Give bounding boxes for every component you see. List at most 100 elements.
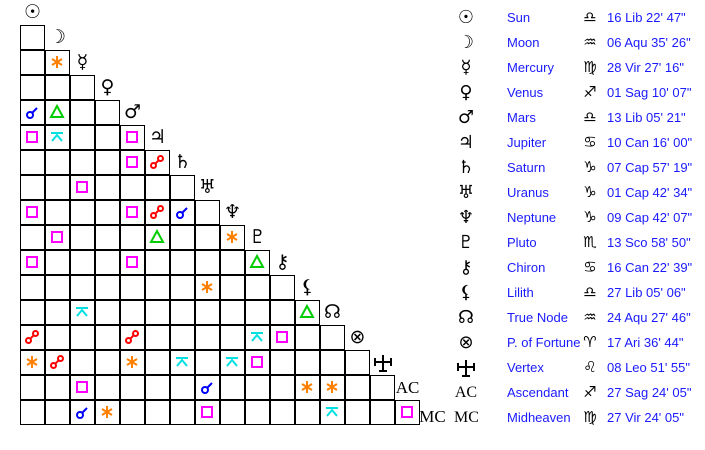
grid-mercury-icon: ☿︎ xyxy=(76,51,89,73)
planet-row: ☉︎ Sun ♎︎ 16 Lib 22' 47" xyxy=(450,5,705,30)
aspect-cell xyxy=(69,174,95,200)
aspect-cell xyxy=(319,349,345,375)
aspect-cell xyxy=(44,399,70,425)
virgo-icon: ♍︎ xyxy=(583,58,597,76)
aspect-cell xyxy=(19,299,45,325)
grid-mars-icon: ♂︎ xyxy=(123,101,142,123)
uranus-icon: ♅︎ xyxy=(457,182,475,203)
aspect-cell xyxy=(19,249,45,275)
aspect-cell xyxy=(144,199,170,225)
planet-name: True Node xyxy=(507,310,568,325)
sextile-icon xyxy=(301,381,313,393)
planet-row: ☿︎ Mercury ♍︎ 28 Vir 27' 16" xyxy=(450,55,705,80)
aspect-cell xyxy=(44,249,70,275)
aspect-cell xyxy=(244,374,270,400)
planet-position: 06 Aqu 35' 26" xyxy=(607,35,691,50)
aspect-cell xyxy=(194,199,220,225)
planet-row: ☊︎ True Node ♒︎ 24 Aqu 27' 46" xyxy=(450,305,705,330)
aspect-cell xyxy=(169,299,195,325)
aspect-cell xyxy=(269,324,295,350)
aspect-cell xyxy=(69,249,95,275)
aspect-cell xyxy=(19,149,45,175)
planet-position: 01 Cap 42' 34" xyxy=(607,185,693,200)
planet-position: 13 Sco 58' 50" xyxy=(607,235,691,250)
aspect-cell xyxy=(194,224,220,250)
aspect-cell xyxy=(69,324,95,350)
neptune-icon: ♆︎ xyxy=(457,207,475,228)
quincunx-icon xyxy=(226,357,238,367)
planet-name: Moon xyxy=(507,35,540,50)
aspect-cell xyxy=(219,324,245,350)
aspect-cell xyxy=(144,324,170,350)
aspect-cell xyxy=(44,274,70,300)
moon-icon: ☽︎ xyxy=(457,32,475,53)
aspect-cell xyxy=(44,99,70,125)
saturn-icon: ♄︎ xyxy=(457,157,475,178)
aspect-cell xyxy=(94,299,120,325)
venus-icon: ♀︎ xyxy=(459,82,473,103)
virgo-icon: ♍︎ xyxy=(583,408,597,426)
aspect-cell xyxy=(144,349,170,375)
aspect-cell xyxy=(119,299,145,325)
part-of-fortune-icon: ⊗︎ xyxy=(458,332,474,353)
aspect-cell xyxy=(219,249,245,275)
aspect-cell xyxy=(94,374,120,400)
aspect-cell xyxy=(144,399,170,425)
sun-icon: ☉︎ xyxy=(457,7,475,28)
midheaven-icon: MC xyxy=(454,409,479,426)
aspect-cell xyxy=(294,374,320,400)
cancer-icon: ♋︎ xyxy=(583,133,597,151)
sextile-icon xyxy=(226,231,238,243)
aspect-cell xyxy=(269,399,295,425)
aspect-cell xyxy=(294,324,320,350)
planet-position: 10 Can 16' 00" xyxy=(607,135,693,150)
grid-vertex-icon xyxy=(370,350,395,375)
leo-icon: ♌︎ xyxy=(583,358,597,376)
aquarius-icon: ♒︎ xyxy=(583,33,597,51)
planet-row: ⚷︎ Chiron ♋︎ 16 Can 22' 39" xyxy=(450,255,705,280)
aspect-cell xyxy=(94,149,120,175)
aspect-cell xyxy=(194,374,220,400)
planet-name: Saturn xyxy=(507,160,546,175)
sagittarius-icon: ♐︎ xyxy=(583,83,597,101)
planet-name: Jupiter xyxy=(507,135,547,150)
trine-icon xyxy=(49,104,65,118)
square-icon xyxy=(401,406,413,418)
aspect-cell xyxy=(19,24,45,50)
libra-icon: ♎︎ xyxy=(583,283,597,301)
aspect-cell xyxy=(19,174,45,200)
planet-row: ♄︎ Saturn ♑︎ 07 Cap 57' 19" xyxy=(450,155,705,180)
aspect-cell xyxy=(19,124,45,150)
aspect-cell xyxy=(69,349,95,375)
planet-name: Pluto xyxy=(507,235,537,250)
sextile-icon xyxy=(126,356,138,368)
opposition-icon xyxy=(125,330,139,344)
aspect-cell xyxy=(244,299,270,325)
planet-position: 16 Can 22' 39" xyxy=(607,260,693,275)
aspect-cell xyxy=(194,349,220,375)
aspect-cell xyxy=(119,349,145,375)
opposition-icon xyxy=(25,330,39,344)
square-icon xyxy=(251,356,263,368)
planet-position: 08 Leo 51' 55" xyxy=(607,360,691,375)
aspect-cell xyxy=(44,199,70,225)
true-node-icon: ☊︎ xyxy=(458,307,474,328)
aspect-cell xyxy=(319,324,345,350)
aspect-cell xyxy=(219,274,245,300)
planet-name: P. of Fortune xyxy=(507,335,581,350)
square-icon xyxy=(51,231,63,243)
planet-name: Mars xyxy=(507,110,536,125)
conjunction-icon xyxy=(201,382,213,394)
aspect-cell xyxy=(144,374,170,400)
grid-chiron-icon: ⚷︎ xyxy=(275,251,290,273)
trine-icon xyxy=(149,229,165,243)
aspect-cell xyxy=(94,174,120,200)
planet-row: ♂︎ Mars ♎︎ 13 Lib 05' 21" xyxy=(450,105,705,130)
aspect-cell xyxy=(69,74,95,100)
mars-icon: ♂︎ xyxy=(457,107,475,128)
aspect-cell xyxy=(394,399,420,425)
aspect-cell xyxy=(44,374,70,400)
aspect-cell xyxy=(269,349,295,375)
grid-part-of-fortune-icon: ⊗︎ xyxy=(349,326,366,348)
planet-row: ♆︎ Neptune ♑︎ 09 Cap 42' 07" xyxy=(450,205,705,230)
